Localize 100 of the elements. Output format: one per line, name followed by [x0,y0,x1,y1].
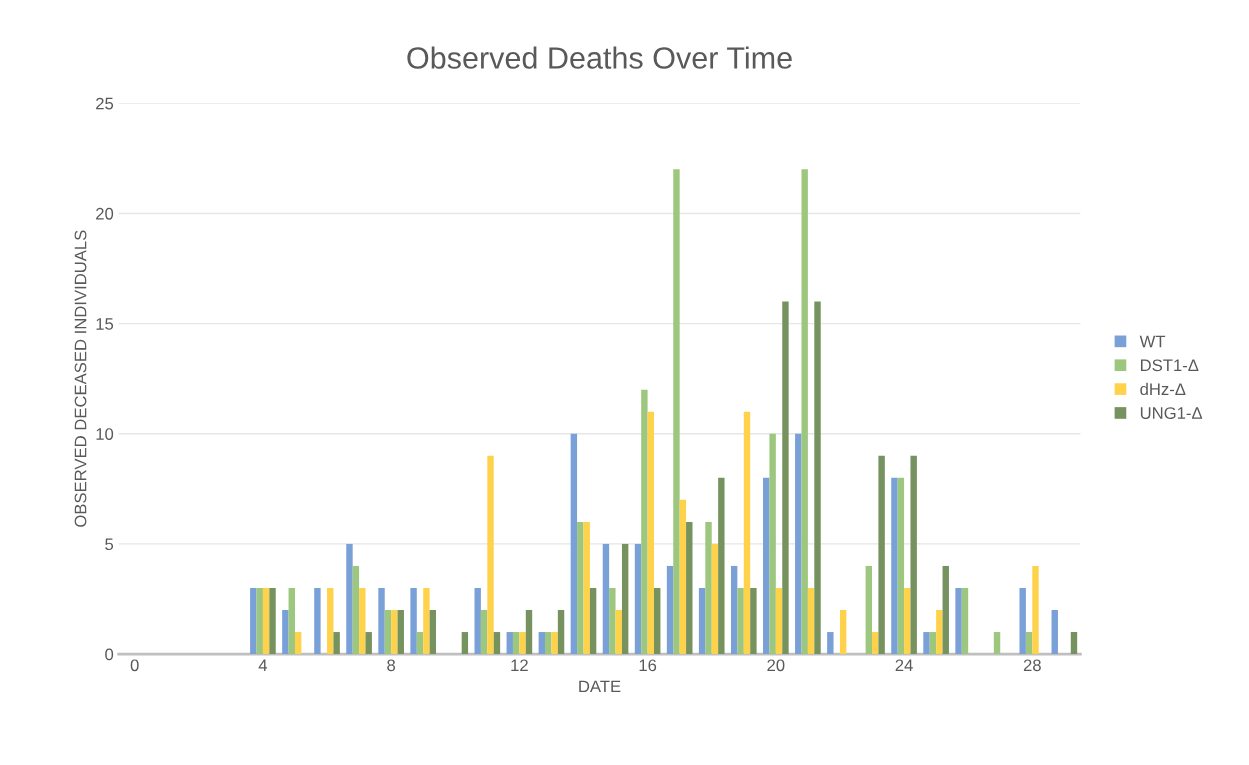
bar [333,632,340,655]
bar [705,521,712,655]
bar [416,632,424,655]
bar [288,587,295,655]
x-tick-label: 16 [639,659,657,672]
bar [525,610,533,655]
bar [910,455,917,655]
x-tick-label: 0 [130,659,139,672]
bar [621,543,629,655]
y-tick-label: 0 [105,648,114,661]
bar [872,632,879,655]
bar [384,610,392,655]
bar [1051,610,1058,655]
y-tick-label: 20 [96,207,114,220]
bar [737,587,744,655]
bar [365,632,372,655]
bar [782,301,789,655]
bar [423,587,430,655]
bar [1025,632,1033,655]
bar [814,301,821,655]
bar [609,587,616,655]
x-tick-label: 12 [511,659,528,672]
bar [557,610,565,655]
bar [359,587,366,655]
bar [294,632,302,655]
bar [686,521,693,655]
bar [904,587,911,655]
x-tick-label: 24 [895,659,913,672]
chart-title: Observed Deaths Over Time [407,46,792,69]
bar [512,632,520,655]
bar [506,632,513,655]
bar [654,587,661,655]
bar [461,632,469,655]
bar [1070,632,1078,655]
bar [936,610,943,655]
bar [827,632,834,655]
bar [961,587,969,655]
bar [250,587,257,655]
bar [577,521,584,655]
bar [519,632,526,655]
y-tick-label: 5 [105,538,114,551]
legend-label: dHz-Δ [1140,382,1186,396]
x-tick-label: 28 [1023,659,1041,672]
bar [352,565,360,655]
bar [570,433,578,655]
x-axis-title: DATE [579,680,621,693]
bar [923,632,930,655]
bar [474,587,481,655]
bar [865,565,873,655]
bar [641,389,648,655]
bar [891,477,898,655]
bar [282,610,289,655]
bar [589,587,597,655]
bar [839,610,847,655]
bar [397,610,404,655]
bar [730,565,738,655]
bar [718,477,725,655]
bar [391,610,398,655]
bar [763,477,770,655]
legend-label: UNG1-Δ [1140,407,1203,419]
legend-label: WT [1139,335,1166,348]
bar [807,587,815,655]
bar [769,433,776,655]
bar [256,587,263,655]
bar [480,610,488,655]
x-tick-label: 20 [767,659,785,672]
bar [262,587,270,655]
bar [801,169,808,655]
bar [1032,565,1039,655]
bar [545,632,552,655]
y-tick-label: 25 [96,97,114,110]
y-tick-label: 15 [96,318,114,330]
bar [955,587,962,655]
bar [551,632,558,655]
bar [410,587,417,655]
x-tick-label: 4 [258,659,268,672]
bar [602,543,610,655]
bar [327,587,334,655]
bar [615,610,622,655]
x-tick-label: 8 [387,659,396,672]
bar [269,587,276,655]
bar [378,587,385,655]
bar [993,632,1001,655]
bar [679,499,687,655]
legend-label: DST1-Δ [1140,359,1199,372]
y-tick-label: 10 [96,428,114,440]
bar [878,455,885,655]
bar [429,610,437,655]
bar [750,587,757,655]
bar [346,543,353,655]
bar [583,521,590,655]
bar [538,632,546,655]
bar [775,587,783,655]
bar [942,565,949,655]
y-axis-title: OBSERVED DECEASED INDIVIDUALS [74,230,87,527]
bar [743,411,751,655]
bar [897,477,905,655]
bar [795,433,802,655]
bar [634,543,642,655]
bar [698,587,706,655]
